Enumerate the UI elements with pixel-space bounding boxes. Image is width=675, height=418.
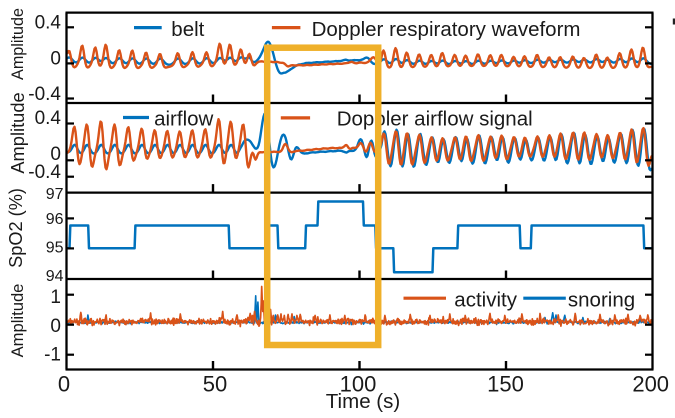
svg-text:95: 95	[46, 239, 64, 256]
svg-text:-0.4: -0.4	[28, 162, 61, 183]
svg-text:Doppler respiratory waveform: Doppler respiratory waveform	[312, 18, 581, 41]
svg-text:-1: -1	[44, 345, 61, 366]
svg-text:SpO2 (%): SpO2 (%)	[6, 188, 26, 268]
svg-text:Amplitude: Amplitude	[9, 8, 27, 80]
svg-text:Amplitude: Amplitude	[7, 92, 28, 173]
svg-text:97: 97	[46, 186, 64, 203]
svg-text:1: 1	[50, 287, 61, 308]
svg-text:activity: activity	[454, 288, 517, 311]
svg-text:100: 100	[340, 372, 377, 397]
svg-text:0: 0	[50, 49, 61, 70]
svg-text:96: 96	[46, 211, 64, 228]
svg-text:0.4: 0.4	[35, 13, 62, 34]
svg-text:0: 0	[50, 316, 61, 337]
svg-text:belt: belt	[171, 18, 204, 41]
svg-text:94: 94	[46, 268, 64, 285]
svg-text:-0.4: -0.4	[28, 84, 61, 105]
svg-text:150: 150	[487, 372, 524, 397]
svg-text:50: 50	[203, 372, 227, 397]
svg-text:Time (s): Time (s)	[326, 390, 400, 413]
svg-text:0: 0	[50, 144, 61, 165]
svg-text:0.4: 0.4	[35, 108, 62, 129]
svg-text:Amplitude: Amplitude	[8, 284, 27, 358]
svg-text:snoring: snoring	[568, 288, 635, 311]
svg-text:Doppler airflow signal: Doppler airflow signal	[337, 107, 533, 130]
svg-text:airflow: airflow	[154, 107, 213, 130]
svg-text:0: 0	[58, 372, 70, 397]
svg-text:200: 200	[632, 372, 669, 397]
